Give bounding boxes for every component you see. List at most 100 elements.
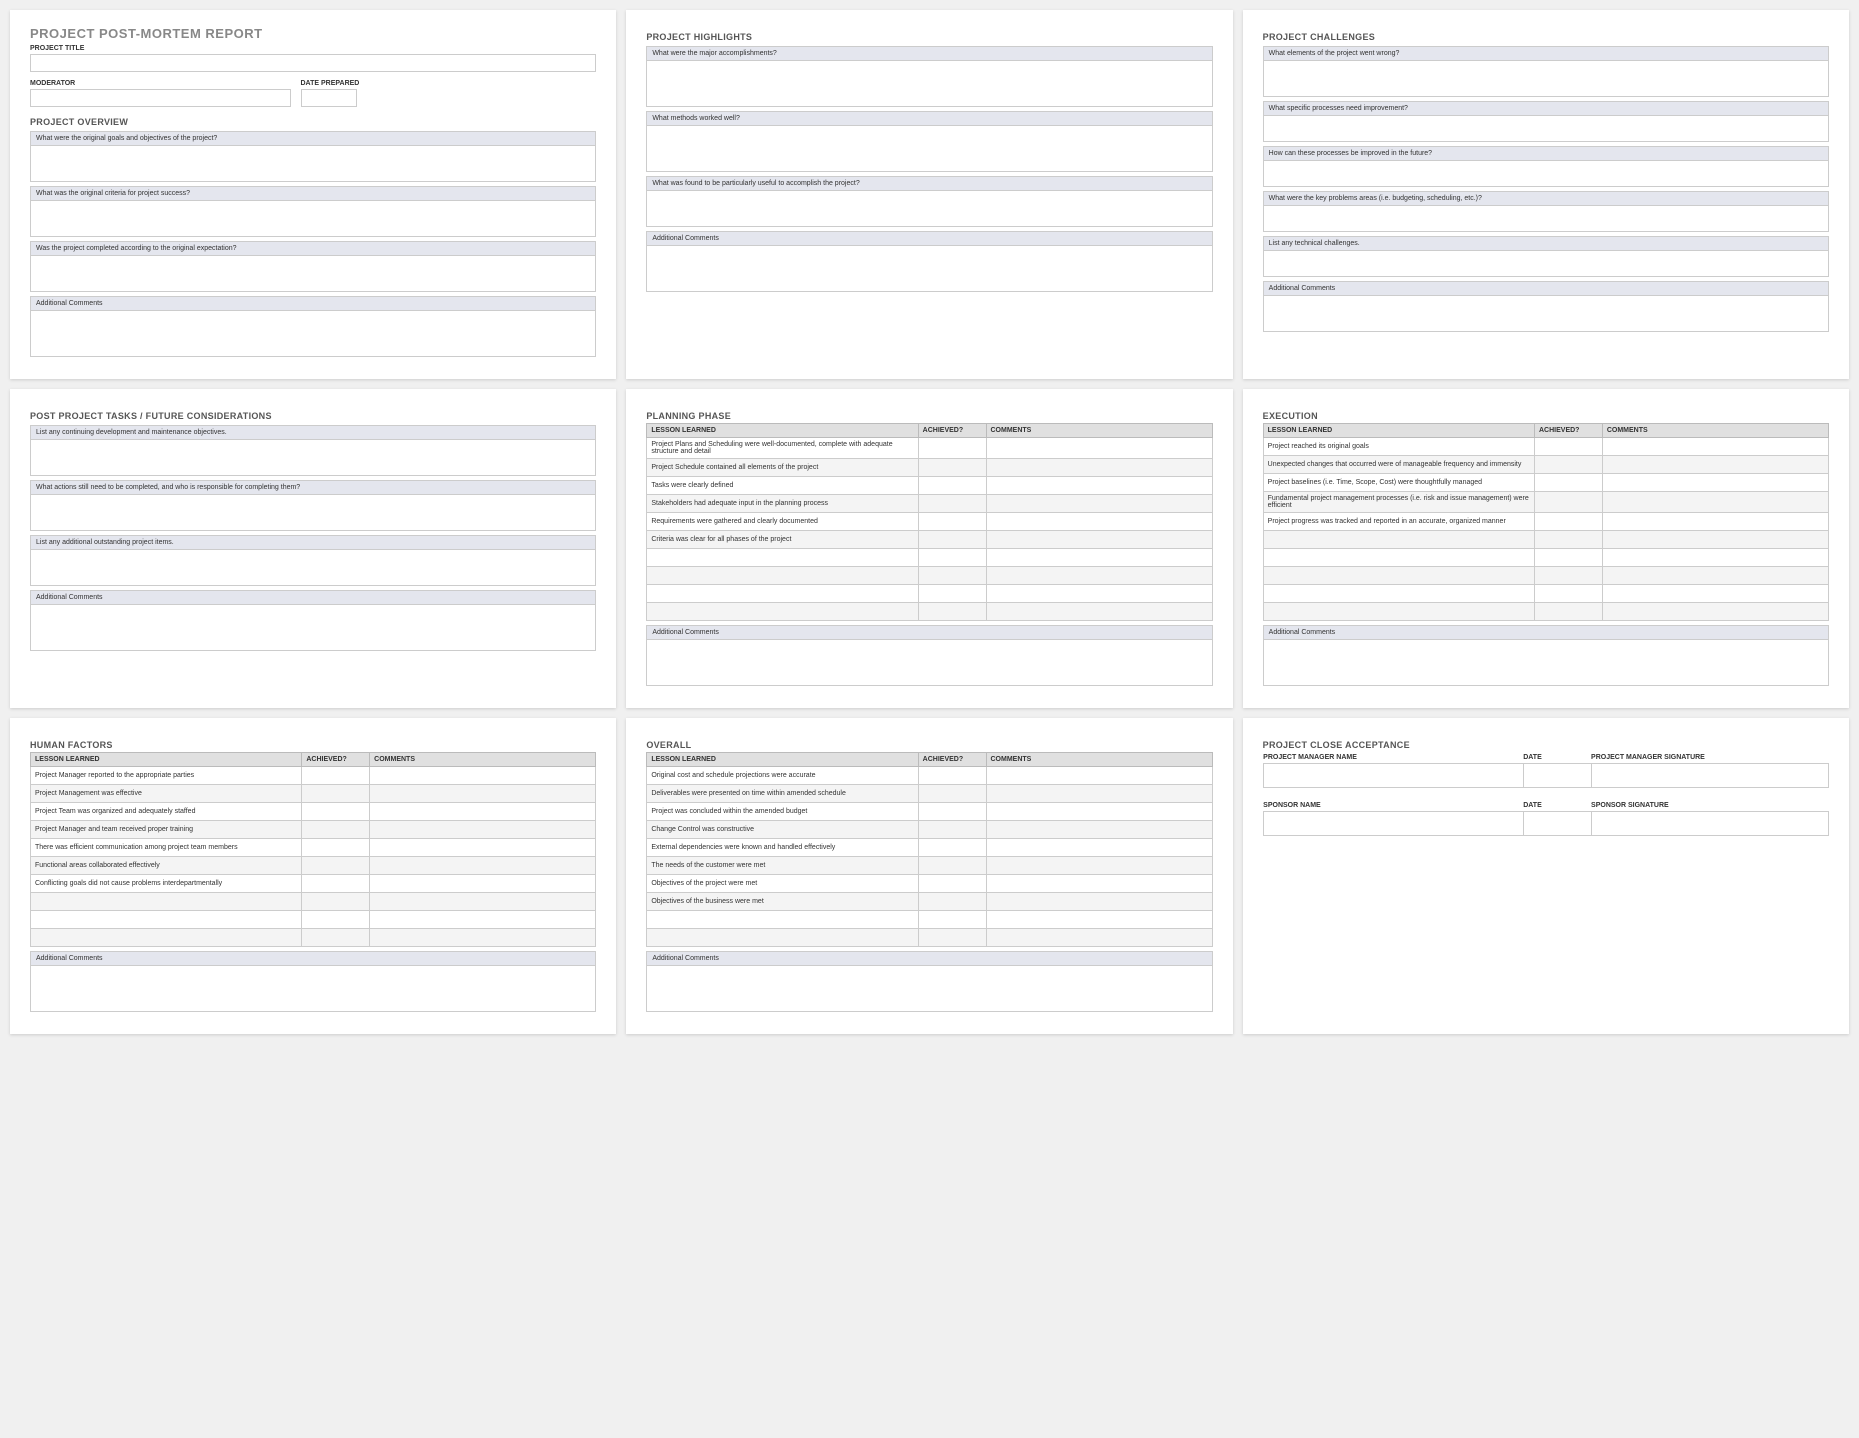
cell-comments[interactable] (986, 767, 1212, 785)
cell-comments[interactable] (986, 531, 1212, 549)
input-project-title[interactable] (30, 54, 596, 72)
cell-comments[interactable] (370, 821, 596, 839)
cell-achieved[interactable] (302, 767, 370, 785)
highlights-a3[interactable] (646, 191, 1212, 227)
cell-achieved[interactable] (918, 438, 986, 459)
input-sponsor-name[interactable] (1263, 812, 1523, 836)
input-sponsor-date[interactable] (1523, 812, 1591, 836)
cell-comments[interactable] (370, 839, 596, 857)
cell-comments[interactable] (986, 821, 1212, 839)
challenges-a4[interactable] (1263, 206, 1829, 232)
cell-comments[interactable] (1602, 531, 1828, 549)
cell-comments[interactable] (986, 567, 1212, 585)
cell-comments[interactable] (986, 893, 1212, 911)
post-tasks-comments-box[interactable] (30, 605, 596, 651)
cell-comments[interactable] (370, 875, 596, 893)
overview-a1[interactable] (30, 146, 596, 182)
cell-comments[interactable] (370, 785, 596, 803)
cell-achieved[interactable] (918, 785, 986, 803)
cell-achieved[interactable] (918, 513, 986, 531)
cell-achieved[interactable] (918, 477, 986, 495)
cell-achieved[interactable] (1535, 474, 1603, 492)
overall-comments-box[interactable] (646, 966, 1212, 1012)
cell-comments[interactable] (986, 803, 1212, 821)
cell-comments[interactable] (986, 785, 1212, 803)
overview-a3[interactable] (30, 256, 596, 292)
input-pm-sig[interactable] (1591, 764, 1828, 788)
cell-comments[interactable] (1602, 456, 1828, 474)
human-factors-comments-box[interactable] (30, 966, 596, 1012)
cell-achieved[interactable] (918, 875, 986, 893)
cell-achieved[interactable] (918, 567, 986, 585)
challenges-a2[interactable] (1263, 116, 1829, 142)
challenges-a5[interactable] (1263, 251, 1829, 277)
cell-comments[interactable] (986, 477, 1212, 495)
cell-achieved[interactable] (1535, 513, 1603, 531)
cell-achieved[interactable] (1535, 531, 1603, 549)
cell-comments[interactable] (1602, 438, 1828, 456)
cell-achieved[interactable] (1535, 492, 1603, 513)
highlights-a2[interactable] (646, 126, 1212, 172)
cell-achieved[interactable] (918, 549, 986, 567)
cell-comments[interactable] (986, 495, 1212, 513)
cell-comments[interactable] (986, 929, 1212, 947)
post-tasks-a3[interactable] (30, 550, 596, 586)
cell-comments[interactable] (986, 549, 1212, 567)
cell-achieved[interactable] (302, 839, 370, 857)
cell-achieved[interactable] (302, 821, 370, 839)
cell-comments[interactable] (986, 513, 1212, 531)
cell-comments[interactable] (370, 911, 596, 929)
execution-comments-box[interactable] (1263, 640, 1829, 686)
post-tasks-a1[interactable] (30, 440, 596, 476)
cell-achieved[interactable] (302, 803, 370, 821)
cell-achieved[interactable] (918, 459, 986, 477)
cell-achieved[interactable] (918, 585, 986, 603)
cell-achieved[interactable] (1535, 549, 1603, 567)
overview-a2[interactable] (30, 201, 596, 237)
cell-achieved[interactable] (918, 767, 986, 785)
cell-achieved[interactable] (1535, 438, 1603, 456)
planning-comments-box[interactable] (646, 640, 1212, 686)
cell-comments[interactable] (1602, 585, 1828, 603)
cell-comments[interactable] (1602, 513, 1828, 531)
cell-comments[interactable] (986, 459, 1212, 477)
cell-achieved[interactable] (1535, 585, 1603, 603)
input-moderator[interactable] (30, 89, 291, 107)
cell-comments[interactable] (370, 857, 596, 875)
cell-comments[interactable] (986, 603, 1212, 621)
cell-comments[interactable] (1602, 474, 1828, 492)
highlights-a1[interactable] (646, 61, 1212, 107)
cell-comments[interactable] (986, 438, 1212, 459)
cell-achieved[interactable] (918, 929, 986, 947)
cell-comments[interactable] (370, 929, 596, 947)
cell-achieved[interactable] (302, 911, 370, 929)
cell-comments[interactable] (1602, 549, 1828, 567)
input-date-prepared[interactable] (301, 89, 357, 107)
cell-achieved[interactable] (1535, 456, 1603, 474)
cell-achieved[interactable] (918, 893, 986, 911)
cell-achieved[interactable] (302, 875, 370, 893)
challenges-a3[interactable] (1263, 161, 1829, 187)
cell-comments[interactable] (370, 803, 596, 821)
cell-achieved[interactable] (302, 893, 370, 911)
cell-achieved[interactable] (918, 603, 986, 621)
cell-achieved[interactable] (918, 839, 986, 857)
cell-comments[interactable] (1602, 492, 1828, 513)
input-pm-date[interactable] (1523, 764, 1591, 788)
input-pm-name[interactable] (1263, 764, 1523, 788)
cell-comments[interactable] (370, 767, 596, 785)
cell-comments[interactable] (986, 585, 1212, 603)
cell-achieved[interactable] (1535, 603, 1603, 621)
cell-achieved[interactable] (302, 785, 370, 803)
challenges-comments-box[interactable] (1263, 296, 1829, 332)
cell-comments[interactable] (986, 911, 1212, 929)
cell-comments[interactable] (370, 893, 596, 911)
cell-achieved[interactable] (302, 929, 370, 947)
cell-achieved[interactable] (918, 821, 986, 839)
challenges-a1[interactable] (1263, 61, 1829, 97)
cell-comments[interactable] (986, 857, 1212, 875)
cell-comments[interactable] (1602, 603, 1828, 621)
overview-comments-box[interactable] (30, 311, 596, 357)
cell-achieved[interactable] (918, 857, 986, 875)
cell-achieved[interactable] (918, 495, 986, 513)
